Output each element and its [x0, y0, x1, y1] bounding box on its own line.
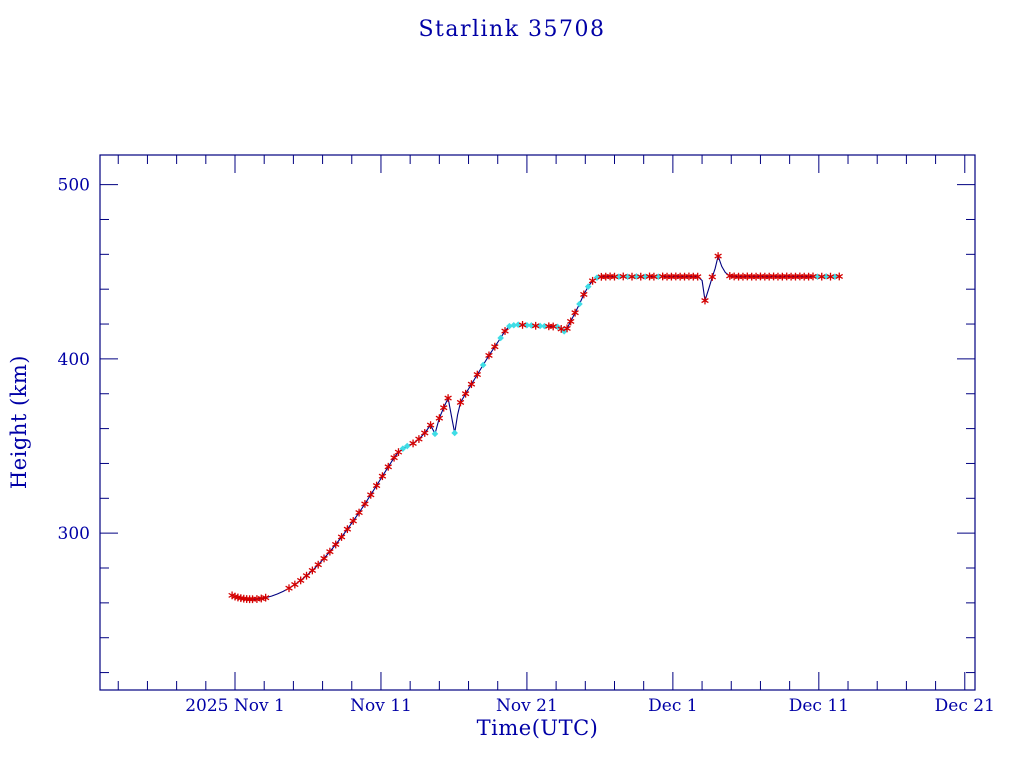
red-asterisk-marker [390, 453, 398, 462]
red-asterisk-marker [491, 342, 499, 351]
red-asterisk-marker [349, 517, 357, 525]
cyan-marker [536, 322, 544, 330]
red-asterisk-marker [485, 351, 493, 360]
x-tick-label: Nov 21 [496, 696, 558, 716]
red-asterisk-marker [421, 429, 429, 437]
red-asterisk-marker [285, 584, 293, 593]
red-asterisk-marker [257, 594, 266, 603]
red-asterisk-marker [337, 533, 346, 541]
red-asterisk-marker [557, 325, 565, 333]
plot-frame [99, 154, 976, 691]
y-tick-label: 500 [58, 176, 90, 196]
red-asterisk-marker [355, 508, 363, 517]
red-asterisk-marker [435, 414, 444, 423]
red-asterisk-marker [320, 554, 328, 563]
red-asterisk-marker [245, 595, 254, 604]
red-asterisk-marker [708, 273, 717, 281]
cyan-marker [451, 429, 458, 437]
red-asterisk-marker [563, 324, 571, 333]
red-asterisk-marker [261, 593, 270, 602]
cyan-marker [479, 361, 487, 369]
red-asterisk-marker [308, 566, 317, 575]
red-asterisk-marker [372, 481, 381, 490]
red-asterisk-marker [714, 252, 722, 260]
red-asterisk-marker [444, 394, 452, 403]
red-asterisk-marker [501, 327, 509, 335]
red-asterisk-marker [473, 370, 482, 379]
red-asterisk-marker [409, 439, 417, 448]
red-asterisk-marker [531, 321, 540, 330]
cyan-marker [514, 321, 522, 329]
cyan-marker [822, 273, 830, 280]
red-asterisk-marker [314, 560, 322, 569]
y-tick-label: 400 [58, 350, 90, 370]
red-asterisk-marker [701, 296, 709, 305]
red-asterisk-marker [809, 272, 817, 281]
x-tick-label: 2025 Nov 1 [185, 696, 285, 716]
red-asterisk-marker [461, 389, 470, 398]
x-axis-label: Time(UTC) [476, 716, 599, 740]
cyan-marker [814, 273, 821, 280]
chart-title: Starlink 35708 [418, 17, 606, 42]
cyan-marker [615, 273, 623, 280]
cyan-marker [497, 334, 504, 342]
red-asterisk-marker [580, 290, 588, 299]
red-asterisk-marker [394, 448, 403, 457]
red-asterisk-marker [343, 525, 352, 534]
cyan-marker [576, 300, 583, 308]
red-asterisk-marker [367, 490, 375, 499]
x-tick-label: Nov 11 [350, 696, 412, 716]
red-asterisk-marker [302, 571, 311, 580]
red-asterisk-marker [835, 272, 843, 281]
y-axis-label: Height (km) [7, 355, 31, 490]
cyan-marker [654, 273, 662, 280]
red-asterisk-marker [326, 547, 334, 556]
red-asterisk-marker [549, 322, 557, 331]
red-asterisk-marker [384, 462, 392, 471]
height-data-line [231, 255, 840, 600]
red-asterisk-marker [826, 272, 835, 281]
red-asterisk-marker [650, 272, 658, 281]
y-axis-label-wrap: Height (km) [2, 155, 36, 690]
cyan-marker [633, 273, 640, 280]
red-asterisk-marker [439, 403, 448, 412]
cyan-marker [510, 321, 518, 329]
y-tick-label: 300 [58, 524, 90, 544]
red-asterisk-marker [456, 398, 465, 407]
red-asterisk-marker [588, 276, 597, 285]
x-tick-label: Dec 21 [935, 696, 995, 716]
cyan-marker [541, 322, 548, 330]
red-asterisk-marker [518, 321, 527, 329]
red-asterisk-marker [378, 472, 387, 481]
red-asterisk-marker [628, 272, 636, 281]
red-asterisk-marker [426, 421, 435, 430]
cyan-marker [641, 273, 649, 280]
x-tick-label: Dec 1 [648, 696, 697, 716]
red-asterisk-marker [619, 272, 627, 281]
red-asterisk-marker [361, 499, 369, 508]
red-asterisk-marker [415, 435, 423, 443]
red-asterisk-marker [296, 576, 305, 585]
x-tick-label: Dec 11 [789, 696, 849, 716]
red-asterisk-marker [571, 308, 579, 317]
cyan-marker [403, 442, 411, 450]
red-asterisk-marker [331, 540, 340, 549]
cyan-marker [624, 273, 631, 280]
cyan-marker [431, 430, 439, 438]
cyan-marker [506, 322, 513, 330]
cyan-marker [831, 273, 839, 280]
cyan-marker [584, 283, 592, 290]
red-asterisk-marker [693, 272, 702, 281]
red-asterisk-marker [566, 317, 575, 326]
red-asterisk-marker [818, 272, 826, 281]
red-asterisk-marker [610, 272, 619, 281]
red-asterisk-marker [467, 380, 476, 389]
red-asterisk-marker [637, 272, 645, 281]
red-asterisk-marker [291, 580, 299, 589]
